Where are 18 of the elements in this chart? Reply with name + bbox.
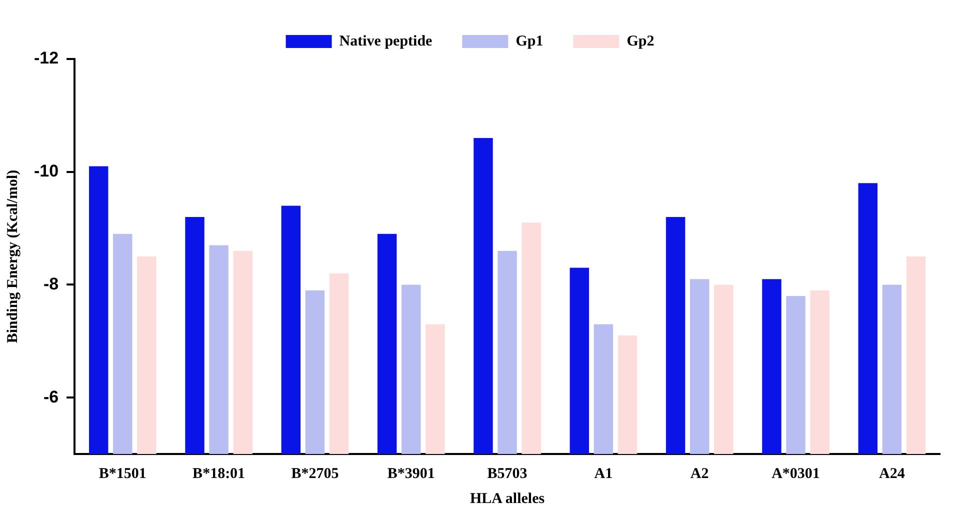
x-tick-label: A24 <box>879 466 906 482</box>
y-tick-label: -12 <box>34 48 59 68</box>
x-tick-label: B5703 <box>487 466 528 482</box>
x-axis-title: HLA alleles <box>470 490 545 507</box>
x-tick-label: B*2705 <box>291 466 339 482</box>
y-tick-label: -10 <box>34 162 59 181</box>
y-tick-label: -8 <box>43 274 59 294</box>
legend-label: Native peptide <box>339 33 433 50</box>
x-tick-label: A*0301 <box>772 466 820 482</box>
x-tick-label: A1 <box>594 466 613 482</box>
legend-label: Gp1 <box>516 33 544 50</box>
x-tick-label: A2 <box>690 466 709 482</box>
x-tick-label: B*3901 <box>387 466 435 482</box>
y-tick-label: -6 <box>43 387 59 406</box>
x-tick-label: B*1501 <box>98 466 146 482</box>
legend-label: Gp2 <box>626 33 654 50</box>
x-tick-label: B*18:01 <box>192 466 246 482</box>
y-axis-title: Binding Energy (Kcal/mol) <box>4 170 21 344</box>
